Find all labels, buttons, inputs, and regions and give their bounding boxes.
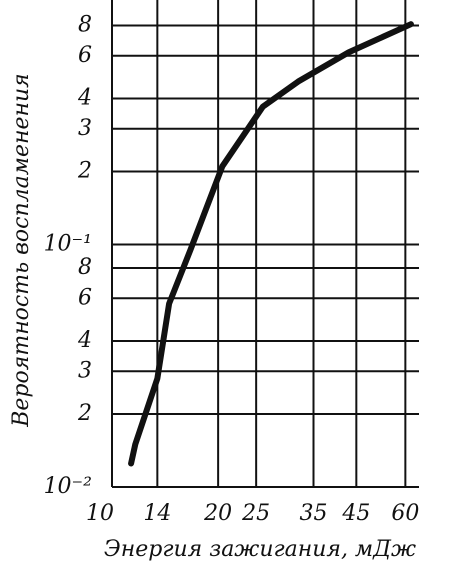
x-tick-label: 45 — [341, 501, 370, 526]
x-tick-label: 10 — [86, 501, 114, 526]
x-tick-label: 14 — [143, 501, 171, 526]
x-tick-label: 25 — [241, 501, 270, 526]
y-axis-label: Вероятность воспламенения — [9, 73, 34, 428]
x-tick-label: 35 — [300, 501, 328, 526]
y-tick-label: 6 — [78, 285, 92, 310]
x-tick-label: 60 — [391, 501, 419, 526]
y-tick-label: 8 — [78, 13, 92, 38]
x-tick-label: 20 — [203, 501, 232, 526]
y-tick-label: 4 — [77, 328, 92, 353]
y-tick-label: 4 — [77, 86, 92, 111]
y-tick-label: 3 — [78, 358, 92, 383]
x-axis-label: Энергия зажигания, мДж — [104, 537, 416, 562]
y-tick-label: 6 — [78, 43, 92, 68]
data-line — [128, 21, 414, 467]
y-tick-label: 2 — [77, 401, 92, 426]
y-tick-label: 8 — [78, 255, 92, 280]
y-tick-label: 2 — [77, 159, 92, 184]
y-tick-label: 3 — [78, 116, 92, 141]
y-tick-label: 10⁻¹ — [44, 232, 92, 257]
y-tick-label: 10⁻² — [44, 474, 92, 499]
